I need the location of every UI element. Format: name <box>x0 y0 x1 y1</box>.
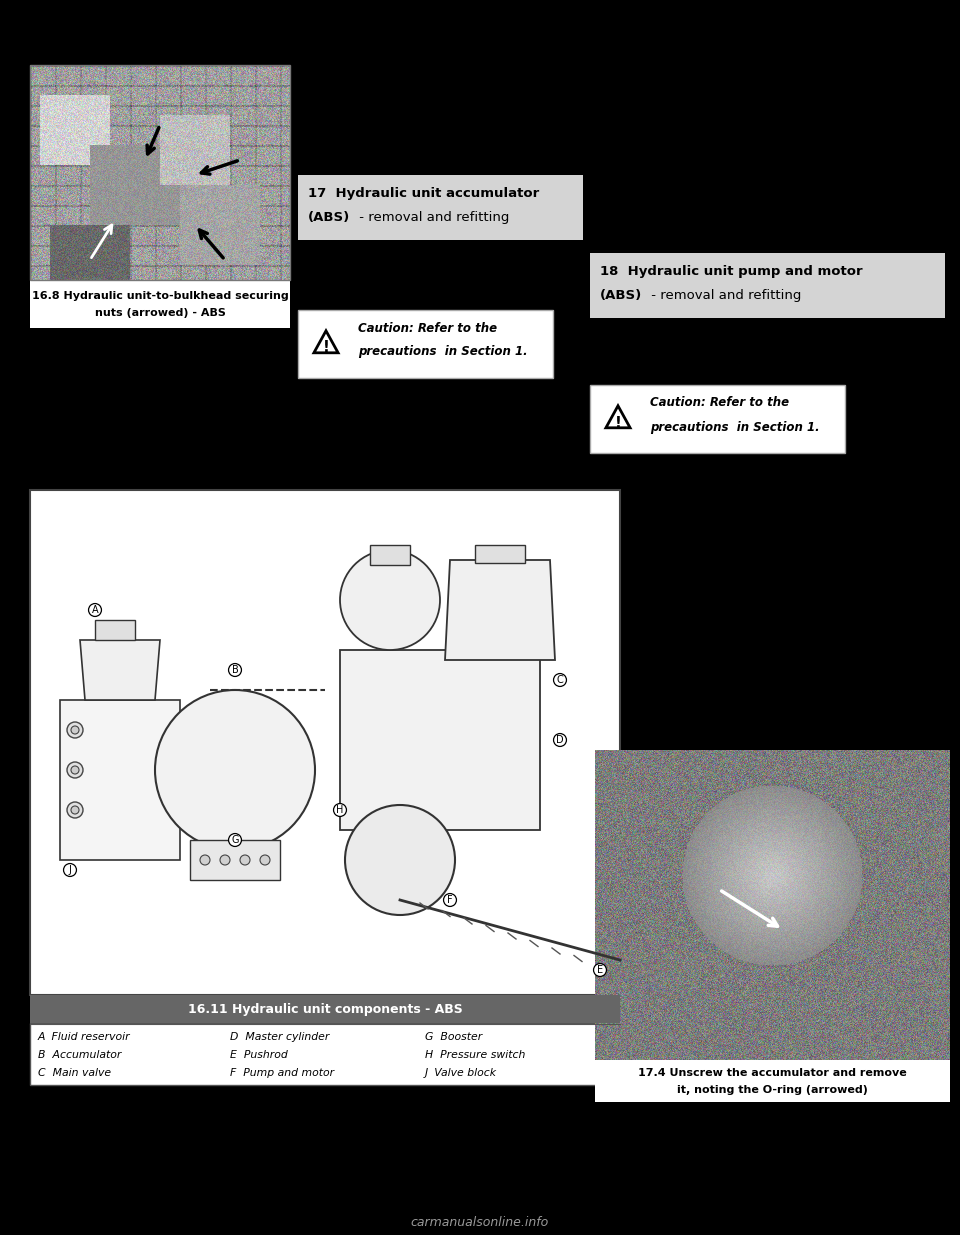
Circle shape <box>345 805 455 915</box>
Bar <box>30 65 290 280</box>
Text: F: F <box>447 895 453 905</box>
Bar <box>30 995 620 1023</box>
Bar <box>595 1060 950 1102</box>
Circle shape <box>155 690 315 850</box>
Text: !: ! <box>614 415 621 431</box>
Circle shape <box>71 806 79 814</box>
Circle shape <box>71 726 79 734</box>
Text: G  Booster: G Booster <box>425 1032 482 1042</box>
Circle shape <box>200 855 210 864</box>
Text: 17.4 Unscrew the accumulator and remove: 17.4 Unscrew the accumulator and remove <box>638 1068 907 1078</box>
Text: Caution: Refer to the: Caution: Refer to the <box>358 321 497 335</box>
Text: B: B <box>231 664 238 676</box>
Circle shape <box>71 766 79 774</box>
Circle shape <box>67 762 83 778</box>
Bar <box>298 310 553 378</box>
Text: E: E <box>597 965 603 974</box>
Polygon shape <box>445 559 555 659</box>
Text: C  Main valve: C Main valve <box>38 1068 111 1078</box>
Text: D  Master cylinder: D Master cylinder <box>230 1032 329 1042</box>
Bar <box>190 840 280 881</box>
Text: (ABS): (ABS) <box>600 289 642 301</box>
Text: C: C <box>557 676 564 685</box>
Bar <box>30 280 290 329</box>
Text: 16.11 Hydraulic unit components - ABS: 16.11 Hydraulic unit components - ABS <box>187 1003 463 1015</box>
Text: 16.8 Hydraulic unit-to-bulkhead securing: 16.8 Hydraulic unit-to-bulkhead securing <box>32 291 288 301</box>
Text: J: J <box>68 864 71 876</box>
Circle shape <box>220 855 230 864</box>
Text: (ABS): (ABS) <box>308 210 350 224</box>
Text: !: ! <box>323 341 329 356</box>
Bar <box>30 490 620 995</box>
Bar <box>340 650 540 830</box>
Polygon shape <box>606 406 630 427</box>
Text: G: G <box>231 835 239 845</box>
Bar <box>60 700 180 860</box>
Text: it, noting the O-ring (arrowed): it, noting the O-ring (arrowed) <box>677 1086 868 1095</box>
Bar <box>95 620 135 640</box>
Text: D: D <box>556 735 564 745</box>
Bar <box>30 1023 620 1086</box>
Text: A  Fluid reservoir: A Fluid reservoir <box>38 1032 131 1042</box>
Circle shape <box>67 722 83 739</box>
Bar <box>590 385 845 453</box>
Polygon shape <box>314 331 338 353</box>
Text: Caution: Refer to the: Caution: Refer to the <box>650 396 789 410</box>
Circle shape <box>240 855 250 864</box>
Text: carmanualsonline.info: carmanualsonline.info <box>411 1216 549 1230</box>
Text: precautions  in Section 1.: precautions in Section 1. <box>650 420 820 433</box>
Circle shape <box>260 855 270 864</box>
Text: F  Pump and motor: F Pump and motor <box>230 1068 334 1078</box>
Text: E  Pushrod: E Pushrod <box>230 1050 288 1060</box>
Bar <box>590 253 945 317</box>
Circle shape <box>67 802 83 818</box>
Text: B  Accumulator: B Accumulator <box>38 1050 121 1060</box>
Bar <box>370 545 410 564</box>
Text: 18  Hydraulic unit pump and motor: 18 Hydraulic unit pump and motor <box>600 264 863 278</box>
Text: J  Valve block: J Valve block <box>425 1068 497 1078</box>
Text: - removal and refitting: - removal and refitting <box>647 289 802 301</box>
Text: - removal and refitting: - removal and refitting <box>355 210 510 224</box>
Circle shape <box>340 550 440 650</box>
Text: A: A <box>92 605 98 615</box>
Text: 17  Hydraulic unit accumulator: 17 Hydraulic unit accumulator <box>308 186 540 200</box>
Text: H  Pressure switch: H Pressure switch <box>425 1050 525 1060</box>
Bar <box>475 545 525 563</box>
Text: H: H <box>336 805 344 815</box>
Polygon shape <box>80 640 160 700</box>
Text: nuts (arrowed) - ABS: nuts (arrowed) - ABS <box>95 308 226 317</box>
Text: precautions  in Section 1.: precautions in Section 1. <box>358 346 528 358</box>
Bar <box>298 175 583 240</box>
